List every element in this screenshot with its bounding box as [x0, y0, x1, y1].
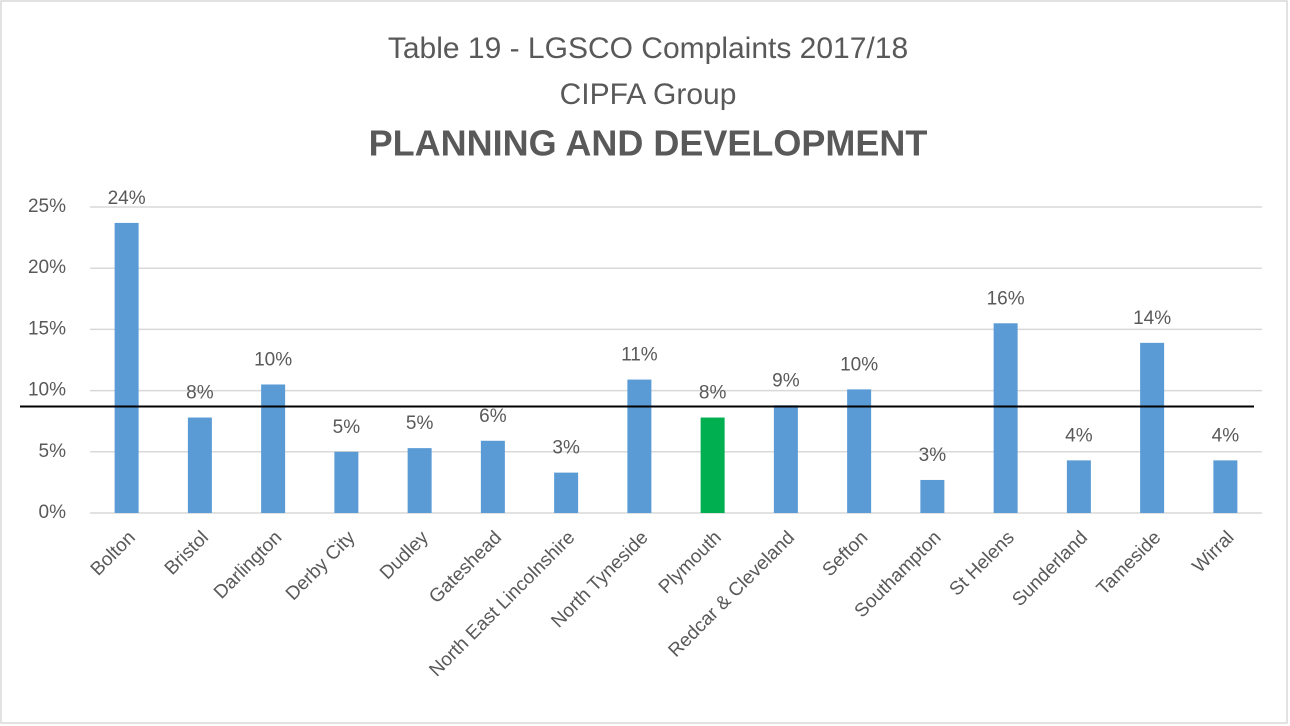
- value-label: 10%: [254, 349, 292, 370]
- bar: [1213, 460, 1238, 513]
- y-tick-label: 20%: [28, 257, 66, 278]
- chart-subtitle: CIPFA Group: [560, 78, 737, 111]
- value-label: 16%: [987, 288, 1025, 309]
- bar: [407, 448, 432, 513]
- value-label: 8%: [699, 383, 727, 404]
- value-label: 3%: [552, 438, 580, 459]
- y-tick-label: 0%: [39, 502, 67, 523]
- bar: [1066, 460, 1091, 513]
- value-label: 6%: [479, 406, 507, 427]
- bar: [554, 472, 579, 513]
- y-tick-label: 10%: [28, 380, 66, 401]
- bar: [480, 440, 505, 513]
- bar: [114, 222, 139, 514]
- bar: [261, 384, 286, 513]
- value-label: 10%: [840, 354, 878, 375]
- value-label: 4%: [1212, 425, 1240, 446]
- bar: [993, 323, 1018, 513]
- bar: [627, 379, 652, 513]
- value-label: 5%: [406, 413, 434, 434]
- y-tick-label: 5%: [39, 441, 67, 462]
- chart-heading: PLANNING AND DEVELOPMENT: [369, 123, 928, 164]
- value-label: 9%: [772, 370, 800, 391]
- value-label: 3%: [919, 445, 947, 466]
- bar: [187, 417, 212, 513]
- value-label: 11%: [621, 345, 658, 366]
- bar: [773, 405, 798, 513]
- value-label: 14%: [1133, 308, 1171, 329]
- value-label: 5%: [333, 417, 361, 438]
- value-label: 8%: [186, 383, 214, 404]
- value-label: 4%: [1065, 425, 1093, 446]
- bar: [1140, 342, 1165, 513]
- y-tick-label: 15%: [28, 318, 66, 339]
- value-label: 24%: [108, 188, 146, 209]
- bar: [700, 417, 725, 513]
- bar: [847, 389, 872, 513]
- bar: [334, 451, 359, 513]
- chart-title: Table 19 - LGSCO Complaints 2017/18: [388, 32, 908, 65]
- bar: [920, 479, 945, 513]
- y-tick-label: 25%: [28, 196, 66, 217]
